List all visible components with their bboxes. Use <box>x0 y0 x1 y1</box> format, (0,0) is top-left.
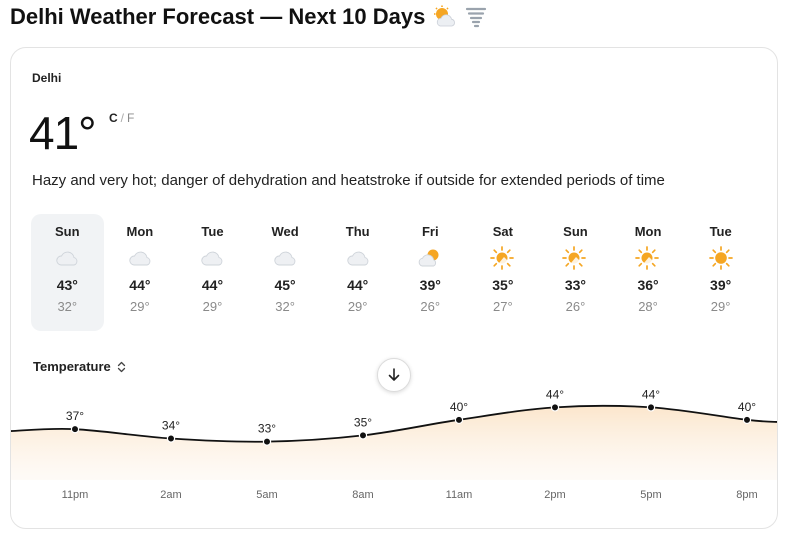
metric-selector[interactable]: Temperature <box>33 359 126 374</box>
day-card[interactable]: Mon 36° 28° <box>612 214 685 331</box>
day-low-temp: 32° <box>275 299 295 314</box>
temperature-point-label: 33° <box>258 422 276 436</box>
sun-icon <box>708 246 734 270</box>
day-low-temp: 29° <box>347 299 368 314</box>
day-low-temp: 28° <box>638 299 658 314</box>
day-name: Thu <box>345 224 370 239</box>
x-axis-tick-label: 5pm <box>640 489 661 501</box>
day-low-temp: 29° <box>710 299 731 314</box>
temperature-point <box>646 403 656 412</box>
day-high-temp: 45° <box>274 277 296 293</box>
day-high-temp: 43° <box>56 277 78 293</box>
day-name: Mon <box>126 224 154 239</box>
day-low-temp: 26° <box>565 299 586 314</box>
temperature-line <box>11 404 777 443</box>
day-card[interactable]: Mon 44° 29° <box>104 214 177 331</box>
day-name: Tue <box>201 224 224 239</box>
cloud-icon <box>272 246 298 270</box>
daily-forecast-strip: Sun 43° 32° Mon 44° 29° Tue 44° 29° Wed 45° 32° Thu 4… <box>31 214 757 331</box>
temperature-point <box>358 431 368 440</box>
day-high-temp: 44° <box>201 277 224 293</box>
day-name: Tue <box>709 224 732 239</box>
day-card[interactable]: Fri 39° 26° <box>394 214 467 331</box>
sun-behind-cloud-icon <box>562 246 588 270</box>
day-name: Sun <box>563 224 588 239</box>
day-name: Wed <box>271 224 299 239</box>
day-card[interactable]: Sun 33° 26° <box>539 214 612 331</box>
location-name: Delhi <box>32 71 62 85</box>
page-title-text: Delhi Weather Forecast — Next 10 Days <box>10 4 426 29</box>
day-high-temp: 44° <box>347 277 369 293</box>
temperature-chart: 37° 11pm 34° 2am 33° 5am 35° 8am 40° 11am 44° 2pm 44… <box>11 388 777 501</box>
temperature-point <box>166 434 176 443</box>
day-low-temp: 29° <box>202 299 223 314</box>
temperature-point <box>70 424 80 434</box>
unit-toggle: C / F <box>109 111 134 125</box>
x-axis-tick-label: 5am <box>256 489 277 501</box>
temperature-point-label: 44° <box>546 388 564 401</box>
day-low-temp: 32° <box>57 299 78 314</box>
page-title: Delhi Weather Forecast — Next 10 Days <box>10 4 487 30</box>
chevron-updown-icon <box>117 361 125 372</box>
partly-cloudy-icon <box>417 246 443 270</box>
temperature-point-label: 35° <box>354 415 372 429</box>
tornado-icon <box>466 7 487 28</box>
temperature-point-label: 40° <box>450 400 468 414</box>
cloud-icon <box>127 246 153 270</box>
day-low-temp: 29° <box>130 299 150 314</box>
weather-card: Delhi 41° C / F Hazy and very hot; danger … <box>10 47 778 529</box>
x-axis-tick-label: 2am <box>160 489 181 501</box>
day-name: Sat <box>492 224 513 239</box>
day-name: Sun <box>55 224 80 239</box>
day-card[interactable]: Tue 44° 29° <box>176 214 249 331</box>
day-card[interactable]: Tue 39° 29° <box>684 214 757 331</box>
unit-celsius-button[interactable]: C <box>109 111 118 125</box>
day-high-temp: 36° <box>637 277 659 293</box>
day-high-temp: 39° <box>419 277 441 293</box>
arrow-down-icon <box>388 368 400 381</box>
day-high-temp: 33° <box>564 277 587 293</box>
unit-separator: / <box>120 111 125 125</box>
day-card[interactable]: Thu 44° 29° <box>321 214 394 331</box>
cloud-icon <box>54 246 80 270</box>
temperature-area-fill <box>11 405 777 480</box>
weather-summary: Hazy and very hot; danger of dehydration… <box>32 172 665 189</box>
day-high-temp: 39° <box>710 277 732 293</box>
title-icons <box>433 5 487 29</box>
day-card[interactable]: Sun 43° 32° <box>31 214 104 331</box>
day-card[interactable]: Wed 45° 32° <box>249 214 322 331</box>
temperature-point <box>262 437 272 446</box>
temperature-point-label: 37° <box>66 409 84 423</box>
x-axis-tick-label: 11pm <box>62 489 89 501</box>
temperature-point <box>550 403 560 412</box>
cloud-icon <box>199 246 225 270</box>
temperature-point <box>454 415 464 425</box>
day-high-temp: 44° <box>129 277 151 293</box>
sun-behind-cloud-icon <box>635 246 661 270</box>
temperature-point-label: 40° <box>738 400 756 414</box>
scroll-down-button[interactable] <box>377 358 411 392</box>
current-temperature: 41° <box>29 107 97 159</box>
temperature-point-label: 34° <box>162 419 180 433</box>
unit-fahrenheit-button[interactable]: F <box>127 111 135 125</box>
sun-behind-cloud-icon <box>434 5 456 27</box>
day-high-temp: 35° <box>492 277 514 293</box>
day-low-temp: 26° <box>420 299 441 314</box>
temperature-point <box>742 415 752 425</box>
x-axis-tick-label: 8am <box>352 489 373 501</box>
day-low-temp: 27° <box>493 299 513 314</box>
x-axis-tick-label: 2pm <box>544 489 565 501</box>
x-axis-tick-label: 11am <box>446 489 473 501</box>
day-card[interactable]: Sat 35° 27° <box>467 214 540 331</box>
day-name: Mon <box>634 224 662 239</box>
cloud-icon <box>345 246 371 270</box>
day-name: Fri <box>421 224 439 239</box>
temperature-point-label: 44° <box>642 388 660 401</box>
x-axis-tick-label: 8pm <box>736 489 757 501</box>
metric-label: Temperature <box>33 359 111 374</box>
sun-behind-cloud-icon <box>490 246 516 270</box>
